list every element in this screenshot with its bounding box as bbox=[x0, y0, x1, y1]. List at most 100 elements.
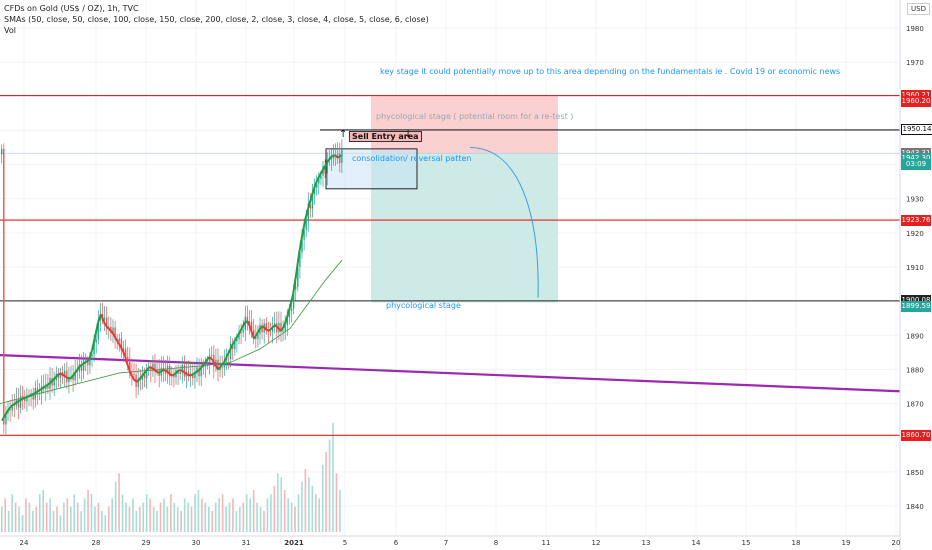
fast-sma-segment bbox=[325, 158, 330, 166]
annotation-phycological-top[interactable]: phycological stage ( potential room for … bbox=[376, 112, 574, 121]
volume-bar bbox=[70, 506, 72, 532]
candle-body bbox=[215, 359, 217, 367]
volume-bar bbox=[325, 452, 327, 532]
candle-body bbox=[166, 365, 169, 374]
volume-bar bbox=[18, 506, 20, 532]
fast-sma-segment bbox=[250, 329, 255, 340]
candle-body bbox=[299, 252, 301, 268]
volume-legend[interactable]: Vol bbox=[4, 26, 16, 35]
volume-bar bbox=[225, 506, 227, 532]
fast-sma-segment bbox=[100, 313, 105, 323]
candle-body bbox=[114, 327, 116, 340]
price-badge[interactable]: 1899.59 bbox=[901, 301, 931, 313]
price-badge[interactable]: 1942.30 bbox=[901, 153, 931, 165]
fast-sma-segment bbox=[319, 169, 324, 176]
fast-sma-segment bbox=[76, 365, 81, 371]
volume-bar bbox=[339, 490, 341, 532]
candle-body bbox=[219, 367, 221, 371]
candle-body bbox=[280, 322, 282, 332]
volume-bar bbox=[235, 511, 238, 532]
candle-body bbox=[103, 317, 106, 320]
candle-body bbox=[316, 183, 318, 188]
stop-zone[interactable] bbox=[371, 95, 558, 154]
fast-sma-segment bbox=[184, 372, 189, 376]
volume-bar bbox=[245, 494, 248, 532]
y-tick-label: 1880 bbox=[906, 366, 924, 374]
candle-body bbox=[339, 153, 341, 163]
x-tick-label: 31 bbox=[242, 539, 251, 547]
volume-bar bbox=[273, 485, 276, 532]
volume-bar bbox=[156, 511, 158, 532]
candle-body bbox=[13, 405, 15, 406]
price-badge[interactable]: 1860.70 bbox=[901, 429, 931, 441]
candle-body bbox=[106, 317, 108, 329]
candle-body bbox=[295, 286, 297, 289]
volume-bar bbox=[290, 502, 293, 532]
fast-sma-segment bbox=[172, 372, 177, 377]
annotation-sell-entry[interactable]: Sell Entry area bbox=[349, 131, 422, 142]
fast-sma-segment bbox=[70, 373, 75, 379]
volume-bar bbox=[301, 481, 303, 532]
annotation-phycological-bottom[interactable]: phycological stage bbox=[386, 301, 461, 310]
symbol-title: CFDs on Gold (US$ / OZ), 1h, TVC bbox=[4, 4, 139, 13]
candle-body bbox=[3, 148, 5, 425]
fast-sma-segment bbox=[13, 401, 18, 406]
volume-bar bbox=[149, 498, 151, 532]
x-tick-label: 12 bbox=[592, 539, 601, 547]
volume-bar bbox=[139, 506, 141, 532]
fast-sma-segment bbox=[310, 188, 315, 199]
candle-body bbox=[76, 371, 78, 373]
forecast-arc[interactable] bbox=[469, 147, 539, 298]
candle-body bbox=[19, 396, 22, 408]
candle-body bbox=[221, 367, 223, 369]
volume-bar bbox=[152, 506, 155, 532]
price-badge[interactable]: 1923.76 bbox=[901, 214, 931, 226]
fast-sma-segment bbox=[46, 382, 51, 386]
fast-sma-segment bbox=[211, 358, 216, 365]
candle-body bbox=[265, 323, 267, 330]
fast-sma-segment bbox=[64, 375, 69, 380]
fast-sma-segment bbox=[238, 327, 243, 335]
fast-sma-segment bbox=[103, 321, 108, 328]
fast-sma-segment bbox=[37, 388, 42, 393]
candle-body bbox=[1, 148, 3, 155]
annotation-consolidation[interactable]: consolidation/ reversal patten bbox=[352, 154, 472, 163]
price-badge[interactable]: 1950.14 bbox=[901, 124, 932, 136]
fast-sma-segment bbox=[169, 373, 174, 377]
y-tick-label: 1910 bbox=[906, 264, 924, 272]
candle-body bbox=[127, 357, 129, 359]
candle-body bbox=[112, 327, 114, 334]
arrow-down-icon: ↓ bbox=[404, 129, 413, 140]
fast-sma-segment bbox=[118, 343, 123, 350]
volume-bar bbox=[159, 502, 162, 532]
candle-body bbox=[206, 361, 209, 364]
fast-sma-segment bbox=[127, 365, 132, 375]
volume-bar bbox=[197, 490, 200, 532]
volume-bar bbox=[239, 506, 241, 532]
volume-bar bbox=[270, 494, 272, 532]
price-badge[interactable]: 03:09 bbox=[901, 159, 931, 171]
fast-sma-segment bbox=[151, 366, 156, 372]
price-badge[interactable]: 1960.20 bbox=[901, 95, 931, 107]
volume-bar bbox=[14, 502, 17, 532]
candle-body bbox=[137, 378, 139, 387]
annotation-key-stage[interactable]: key stage it could potentially move up t… bbox=[380, 67, 841, 76]
candle-body bbox=[87, 361, 89, 366]
volume-bar bbox=[332, 422, 334, 532]
candle-body bbox=[253, 329, 255, 335]
volume-bar bbox=[190, 506, 193, 532]
fast-sma-segment bbox=[115, 338, 120, 345]
volume-bar bbox=[266, 498, 269, 532]
currency-button[interactable]: USD bbox=[907, 3, 930, 15]
volume-bar bbox=[170, 494, 172, 532]
price-badge[interactable]: 1900.08 bbox=[901, 295, 931, 307]
volume-bar bbox=[297, 494, 300, 532]
fast-sma-segment bbox=[52, 376, 57, 381]
sma-legend[interactable]: SMAs (50, close, 50, close, 100, close, … bbox=[4, 15, 429, 24]
fast-sma-segment bbox=[205, 356, 210, 362]
trend-line[interactable] bbox=[0, 353, 901, 393]
volume-bar bbox=[163, 498, 165, 532]
candle-body bbox=[223, 360, 225, 368]
candle-body bbox=[200, 365, 202, 377]
